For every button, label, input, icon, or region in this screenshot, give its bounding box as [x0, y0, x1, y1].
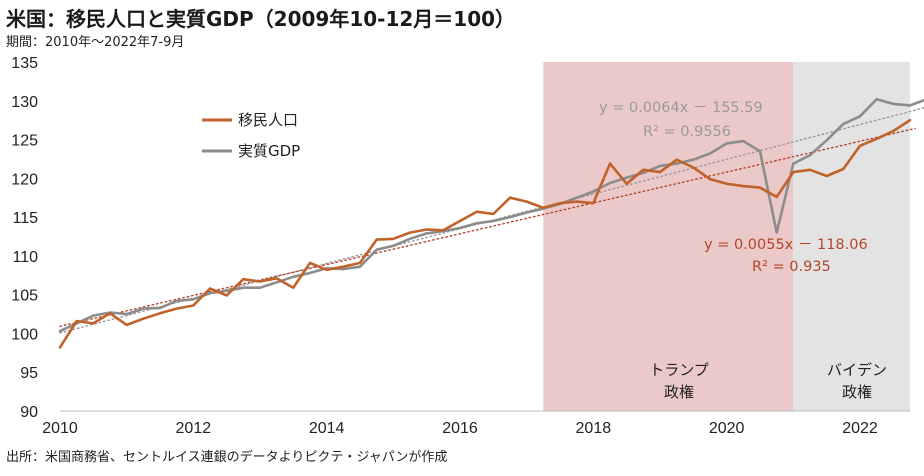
legend-label-immigration: 移民人口	[238, 111, 298, 129]
x-tick-label: 2016	[442, 420, 478, 437]
series-line-immigration	[58, 118, 912, 349]
gdp-equation: y = 0.0064x － 155.59	[599, 100, 763, 116]
chart-title: 米国：移民人口と実質GDP（2009年10-12月＝100）	[6, 7, 516, 31]
y-tick-label: 95	[20, 365, 38, 382]
source-note: 出所：米国商務省、セントルイス連銀のデータよりピクテ・ジャパンが作成	[6, 450, 448, 465]
biden-label-line1: バイデン	[827, 361, 887, 379]
region-shade-trump	[543, 62, 794, 411]
y-tick-label: 120	[11, 171, 38, 188]
x-tick-label: 2014	[309, 420, 345, 437]
x-tick-label: 2010	[42, 420, 78, 437]
x-tick-label: 2020	[709, 420, 745, 437]
y-tick-label: 130	[11, 94, 38, 111]
x-tick-label: 2018	[576, 420, 612, 437]
trump-label-line2: 政権	[664, 383, 694, 401]
series-layer	[58, 97, 924, 349]
legend: 移民人口 実質GDP	[202, 111, 300, 160]
imm-equation: y = 0.0055x － 118.06	[704, 237, 868, 253]
biden-label-line2: 政権	[842, 383, 872, 401]
trump-label-line1: トランプ	[649, 361, 709, 379]
x-tick-label: 2012	[176, 420, 212, 437]
y-tick-label: 110	[12, 249, 38, 266]
axes-layer: 90 95 100 105 110 115 120 125 130 135 2010 2012 2014…	[11, 55, 910, 437]
y-tick-label: 105	[11, 288, 38, 305]
y-tick-label: 135	[11, 55, 38, 72]
equations: y = 0.0064x － 155.59 R² = 0.9556 y = 0.0…	[599, 100, 868, 275]
y-tick-label: 125	[11, 133, 38, 150]
y-tick-label: 90	[20, 404, 38, 421]
y-tick-label: 115	[12, 210, 38, 227]
y-tick-label: 100	[11, 326, 38, 343]
chart-subtitle: 期間：2010年～2022年7-9月	[6, 35, 185, 50]
imm-r2: R² = 0.935	[752, 259, 831, 275]
region-labels: トランプ 政権 バイデン 政権	[649, 361, 887, 401]
legend-label-gdp: 実質GDP	[238, 142, 300, 160]
x-tick-label: 2022	[842, 420, 878, 437]
gdp-r2: R² = 0.9556	[643, 124, 731, 140]
